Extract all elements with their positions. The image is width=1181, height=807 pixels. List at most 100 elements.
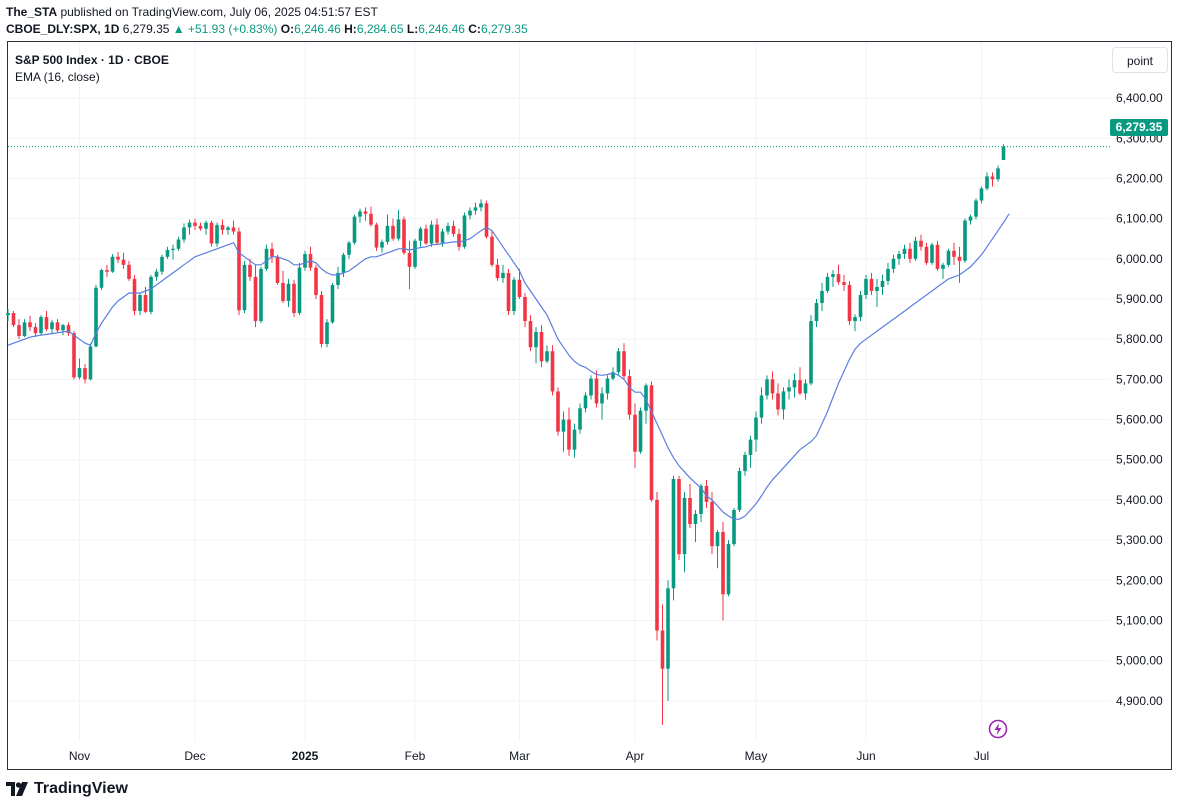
candle-body: [732, 509, 736, 545]
candle-body: [72, 333, 76, 378]
candle-body: [919, 240, 923, 247]
candle-body: [979, 188, 984, 201]
candle-body: [902, 248, 907, 254]
candle-body: [171, 248, 175, 250]
candle-body: [110, 256, 115, 272]
indicator-legend[interactable]: EMA (16, close): [15, 70, 100, 84]
author-name[interactable]: The_STA: [6, 5, 58, 19]
candle-body: [858, 294, 863, 318]
candle-body: [363, 211, 368, 214]
x-tick-label: Jul: [974, 749, 989, 763]
candle-body: [116, 256, 120, 260]
candle-body: [297, 267, 302, 314]
y-tick-label: 6,200.00: [1116, 171, 1163, 185]
candle-body: [847, 284, 852, 322]
x-tick-label: Feb: [405, 749, 426, 763]
candle-body: [407, 252, 412, 267]
publish-info: published on TradingView.com, July 06, 2…: [57, 5, 378, 19]
candle-body: [468, 210, 472, 216]
candle-body: [627, 376, 632, 415]
candle-body: [649, 385, 654, 500]
candle-body: [908, 248, 912, 259]
candle-body: [671, 479, 676, 589]
candle-body: [270, 248, 274, 257]
candle-body: [974, 200, 978, 217]
candle-body: [556, 391, 560, 432]
publish-header: The_STA published on TradingView.com, Ju…: [6, 5, 378, 19]
high-label: H:: [344, 22, 357, 36]
candle-body: [55, 322, 60, 331]
tradingview-brand[interactable]: TradingView: [34, 780, 128, 797]
candle-body: [253, 276, 258, 322]
candle-body: [583, 395, 588, 409]
candle-body: [886, 268, 890, 281]
candle-body: [154, 271, 159, 277]
candle-body: [638, 410, 643, 452]
candle-body: [143, 294, 148, 312]
candle-body: [666, 588, 670, 669]
scale-mode-button[interactable]: point: [1112, 47, 1168, 73]
candle-body: [484, 203, 489, 237]
candle-body: [1001, 146, 1006, 160]
candle-body: [6, 313, 10, 316]
candle-body: [578, 408, 582, 430]
candle-body: [930, 244, 934, 263]
candle-body: [193, 222, 197, 226]
candle-body: [138, 294, 142, 312]
candle-body: [66, 325, 71, 334]
candle-body: [149, 276, 153, 312]
candle-body: [644, 385, 648, 411]
candle-body: [941, 264, 945, 269]
candle-body: [187, 222, 192, 228]
candle-body: [182, 227, 186, 240]
y-tick-label: 5,000.00: [1116, 654, 1163, 668]
candle-body: [446, 225, 450, 232]
candle-body: [743, 454, 747, 471]
candle-body: [413, 240, 417, 267]
x-tick-label: Dec: [184, 749, 205, 763]
y-tick-label: 5,200.00: [1116, 573, 1163, 587]
y-tick-label: 5,800.00: [1116, 332, 1163, 346]
x-tick-label: Jun: [856, 749, 875, 763]
candle-body: [589, 378, 593, 396]
candle-body: [165, 249, 170, 257]
candle-body: [473, 207, 478, 211]
candle-body: [781, 391, 786, 410]
candle-body: [814, 303, 819, 322]
y-tick-label: 6,400.00: [1116, 91, 1163, 105]
candle-body: [99, 270, 104, 288]
candle-body: [809, 321, 813, 384]
candle-body: [567, 419, 571, 450]
candle-body: [605, 378, 610, 394]
x-tick-label: Mar: [509, 749, 530, 763]
x-tick-label: 2025: [292, 749, 319, 763]
candle-body: [963, 220, 967, 261]
candle-body: [880, 280, 885, 287]
candle-body: [259, 268, 263, 322]
candle-body: [209, 222, 214, 244]
candle-body: [655, 499, 659, 631]
candle-body: [517, 279, 522, 297]
candle-body: [836, 274, 841, 283]
candle-body: [572, 429, 577, 450]
y-tick-label: 5,100.00: [1116, 613, 1163, 627]
open-label: O:: [280, 22, 295, 36]
tradingview-logo-icon[interactable]: [6, 782, 28, 796]
candle-body: [946, 250, 951, 265]
candle-body: [352, 216, 357, 243]
candle-body: [561, 419, 566, 432]
candle-body: [803, 383, 808, 394]
candle-body: [22, 322, 27, 336]
symbol-header: CBOE_DLY:SPX, 1D 6,279.35 ▲ +51.93 (+0.8…: [6, 22, 528, 36]
candle-body: [688, 497, 692, 525]
candle-body: [457, 233, 461, 247]
candle-body: [693, 513, 698, 525]
candle-body: [600, 393, 604, 404]
candle-body: [132, 278, 137, 312]
y-tick-label: 5,700.00: [1116, 372, 1163, 386]
candle-body: [759, 395, 764, 418]
low-label: L:: [406, 22, 419, 36]
close-label: C:: [468, 22, 481, 36]
flash-icon[interactable]: [988, 719, 1008, 739]
